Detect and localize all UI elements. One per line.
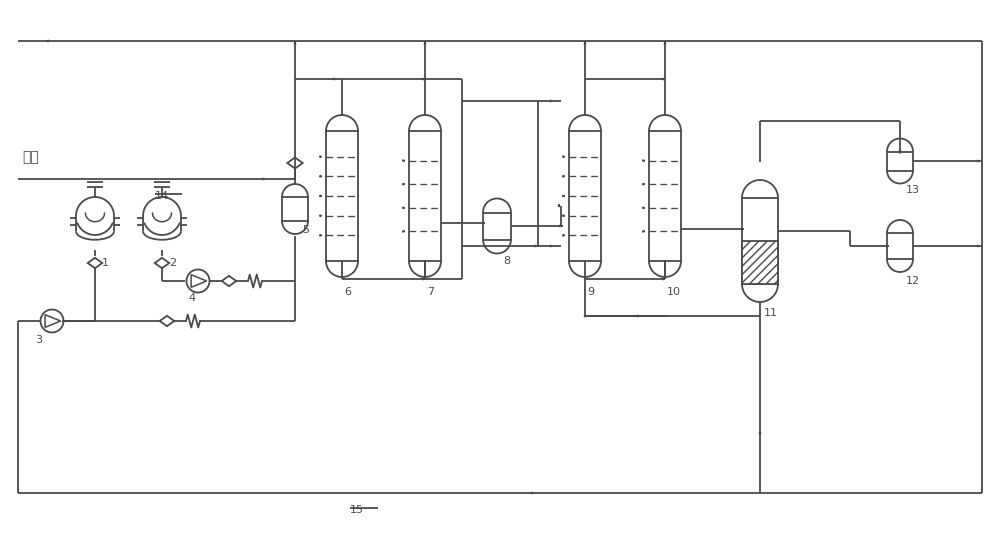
Text: 9: 9 [587, 287, 594, 297]
Text: 7: 7 [427, 287, 434, 297]
Text: 12: 12 [906, 276, 920, 286]
Bar [326, 131, 358, 261]
Text: 11: 11 [764, 308, 778, 318]
Bar [887, 152, 913, 170]
Text: 15: 15 [350, 505, 364, 515]
Text: 2: 2 [169, 258, 176, 268]
Text: 6: 6 [344, 287, 351, 297]
Bar [483, 213, 511, 240]
Bar [887, 233, 913, 259]
Bar [649, 131, 681, 261]
Text: 1: 1 [102, 258, 109, 268]
Text: 10: 10 [667, 287, 681, 297]
Text: 8: 8 [503, 256, 510, 266]
Bar [742, 198, 778, 284]
Bar [742, 241, 778, 284]
Text: 5: 5 [302, 225, 309, 235]
Bar [409, 131, 441, 261]
Text: 14: 14 [155, 191, 169, 201]
Bar [569, 131, 601, 261]
Bar [282, 197, 308, 221]
Text: 4: 4 [188, 293, 195, 303]
Text: 3: 3 [35, 335, 42, 345]
Bar [742, 241, 778, 284]
Text: 13: 13 [906, 185, 920, 195]
Text: 氢气: 氢气 [22, 150, 39, 164]
